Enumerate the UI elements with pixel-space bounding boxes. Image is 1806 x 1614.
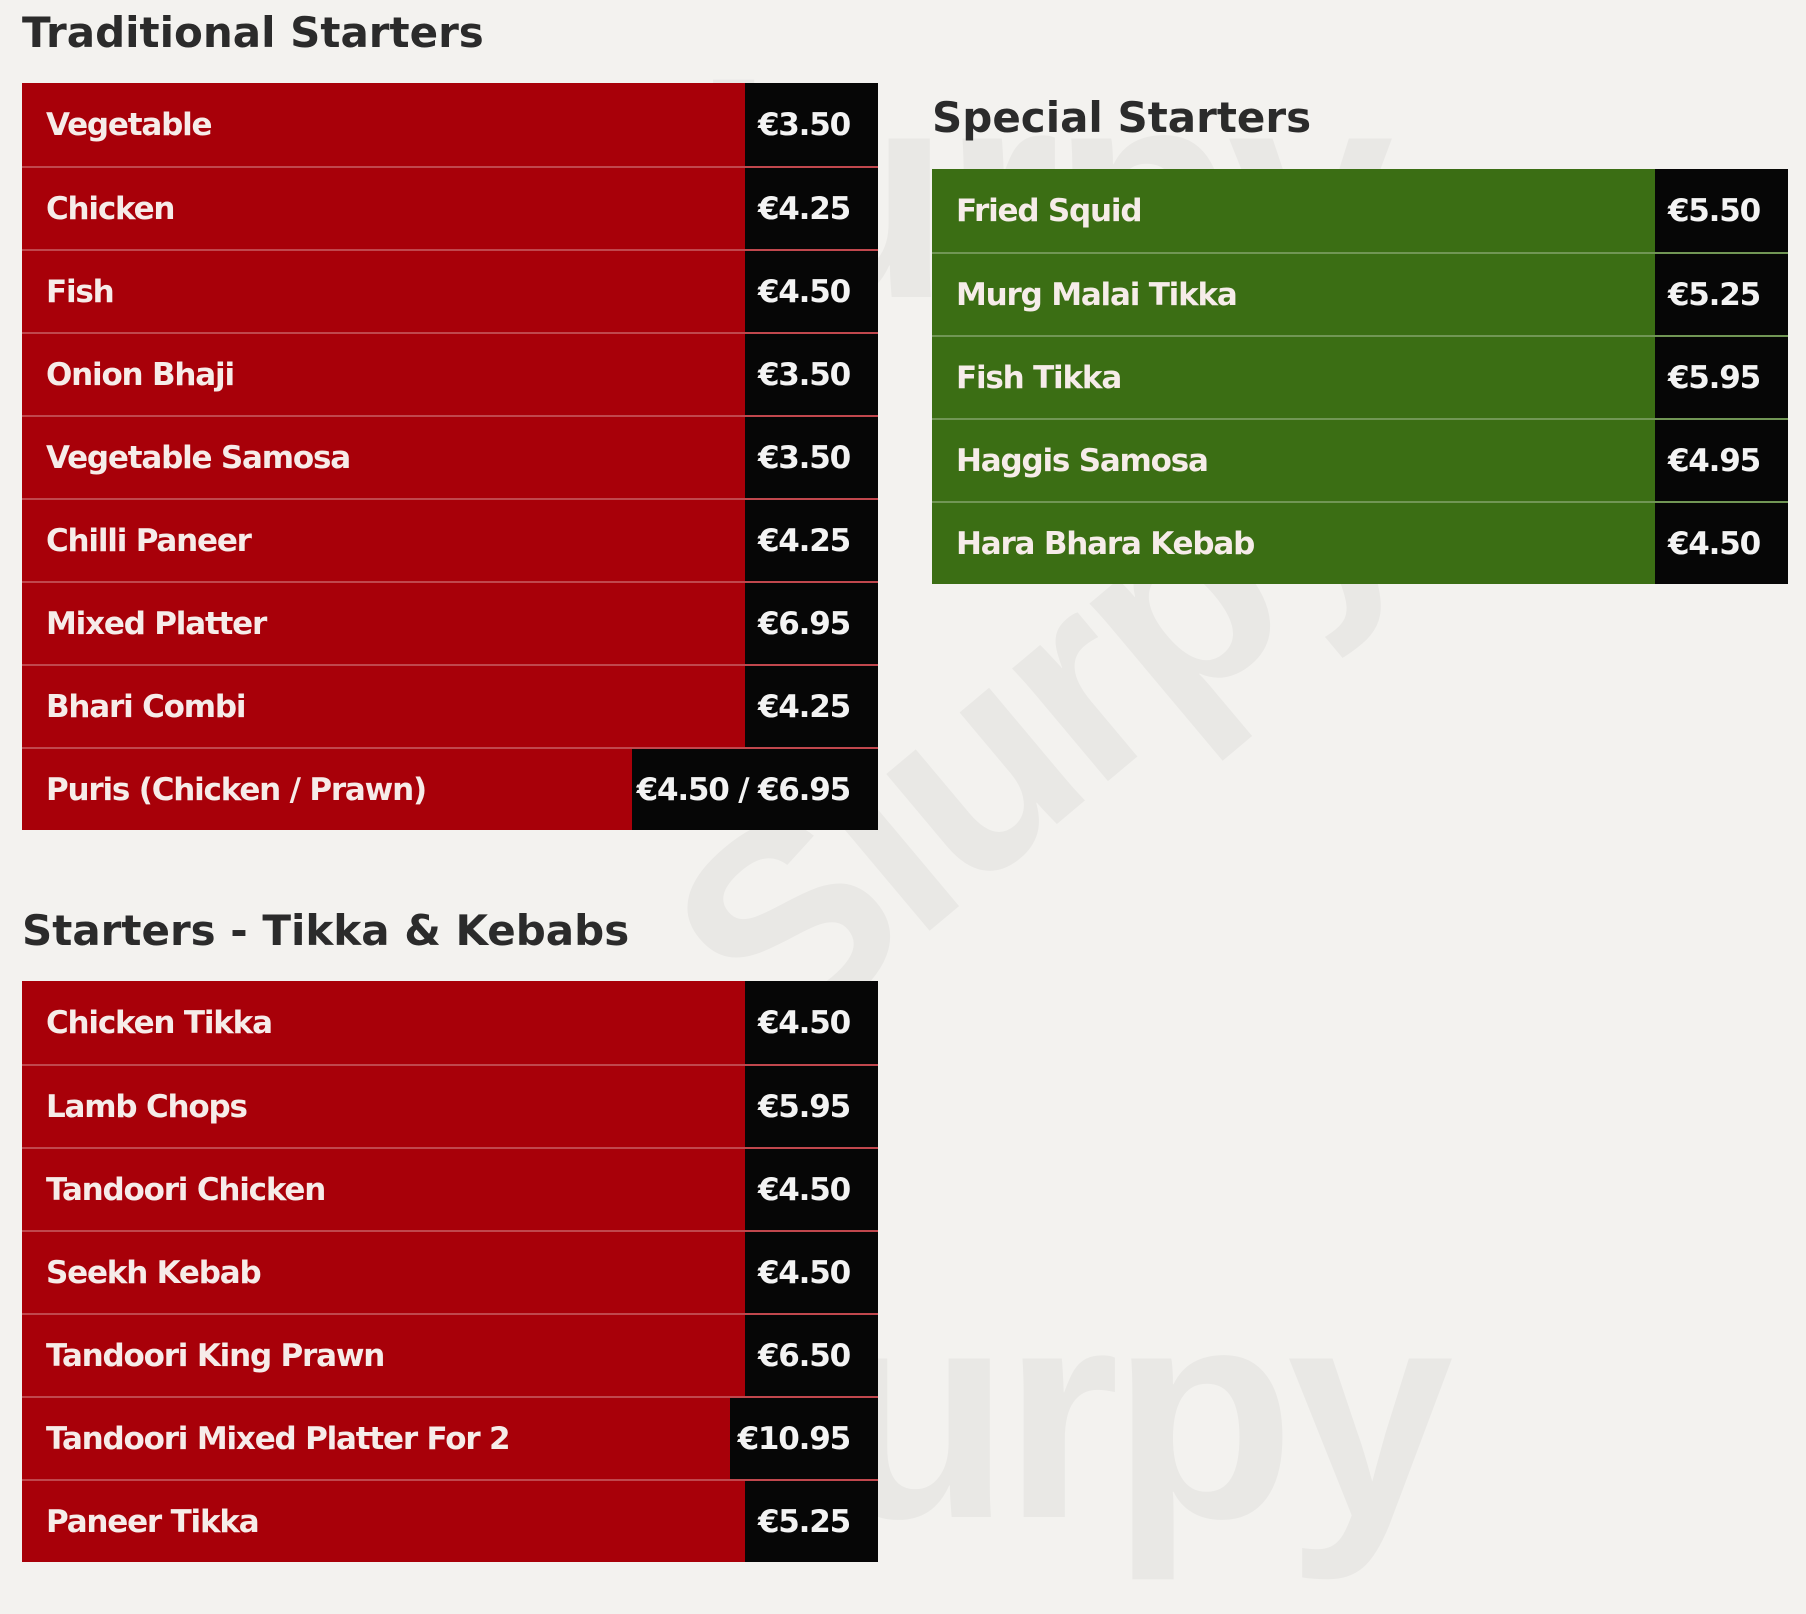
item-name: Seekh Kebab <box>46 1254 262 1291</box>
item-name: Chilli Paneer <box>46 522 252 559</box>
item-name: Lamb Chops <box>46 1088 248 1125</box>
traditional-starters-section: Traditional Starters <box>22 12 484 54</box>
item-price: €5.25 <box>745 1481 878 1562</box>
item-price: €4.25 <box>745 666 878 747</box>
item-name: Puris (Chicken / Prawn) <box>46 771 427 808</box>
tikka-kebabs-table: Chicken Tikka €4.50 Lamb Chops €5.95 Tan… <box>22 981 878 1562</box>
item-price: €5.95 <box>1655 337 1788 418</box>
section-title: Starters - Tikka & Kebabs <box>22 906 630 955</box>
item-price: €4.50 / €6.95 <box>632 749 878 830</box>
menu-row: Seekh Kebab €4.50 <box>22 1230 878 1313</box>
menu-row: Tandoori King Prawn €6.50 <box>22 1313 878 1396</box>
menu-row: Tandoori Chicken €4.50 <box>22 1147 878 1230</box>
item-price: €5.95 <box>745 1066 878 1147</box>
tikka-kebabs-section: Starters - Tikka & Kebabs <box>22 910 629 952</box>
menu-row: Murg Malai Tikka €5.25 <box>932 252 1788 335</box>
menu-row: Mixed Platter €6.95 <box>22 581 878 664</box>
item-price: €5.50 <box>1655 169 1788 252</box>
menu-row: Chicken €4.25 <box>22 166 878 249</box>
menu-row: Onion Bhaji €3.50 <box>22 332 878 415</box>
item-price: €6.50 <box>745 1315 878 1396</box>
item-price: €4.50 <box>745 1232 878 1313</box>
item-price: €4.95 <box>1655 420 1788 501</box>
menu-row: Bhari Combi €4.25 <box>22 664 878 747</box>
menu-row: Tandoori Mixed Platter For 2 €10.95 <box>22 1396 878 1479</box>
item-price: €3.50 <box>745 334 878 415</box>
item-name: Bhari Combi <box>46 688 246 725</box>
special-starters-table: Fried Squid €5.50 Murg Malai Tikka €5.25… <box>932 169 1788 584</box>
section-title: Special Starters <box>932 93 1312 142</box>
item-name: Tandoori Mixed Platter For 2 <box>46 1420 511 1457</box>
item-price: €10.95 <box>730 1398 878 1479</box>
item-name: Hara Bhara Kebab <box>956 525 1255 562</box>
item-name: Vegetable Samosa <box>46 439 351 476</box>
menu-row: Puris (Chicken / Prawn) €4.50 / €6.95 <box>22 747 878 830</box>
menu-row: Lamb Chops €5.95 <box>22 1064 878 1147</box>
menu-row: Chicken Tikka €4.50 <box>22 981 878 1064</box>
item-name: Fried Squid <box>956 192 1143 229</box>
item-name: Mixed Platter <box>46 605 267 642</box>
menu-row: Fried Squid €5.50 <box>932 169 1788 252</box>
item-price: €3.50 <box>745 417 878 498</box>
item-name: Fish Tikka <box>956 359 1122 396</box>
item-name: Chicken <box>46 190 176 227</box>
item-price: €4.50 <box>1655 503 1788 584</box>
item-price: €5.25 <box>1655 254 1788 335</box>
item-price: €4.25 <box>745 500 878 581</box>
item-price: €4.50 <box>745 251 878 332</box>
menu-row: Hara Bhara Kebab €4.50 <box>932 501 1788 584</box>
item-price: €3.50 <box>745 83 878 166</box>
item-price: €4.25 <box>745 168 878 249</box>
special-starters-section: Special Starters <box>932 97 1311 139</box>
section-title: Traditional Starters <box>22 8 484 57</box>
menu-row: Vegetable €3.50 <box>22 83 878 166</box>
menu-row: Fish Tikka €5.95 <box>932 335 1788 418</box>
item-name: Tandoori King Prawn <box>46 1337 385 1374</box>
item-name: Haggis Samosa <box>956 442 1209 479</box>
item-name: Paneer Tikka <box>46 1503 260 1540</box>
item-name: Tandoori Chicken <box>46 1171 326 1208</box>
item-name: Murg Malai Tikka <box>956 276 1238 313</box>
menu-row: Fish €4.50 <box>22 249 878 332</box>
menu-row: Haggis Samosa €4.95 <box>932 418 1788 501</box>
item-price: €4.50 <box>745 981 878 1064</box>
item-price: €4.50 <box>745 1149 878 1230</box>
traditional-starters-table: Vegetable €3.50 Chicken €4.25 Fish €4.50… <box>22 83 878 830</box>
item-name: Chicken Tikka <box>46 1004 273 1041</box>
menu-row: Paneer Tikka €5.25 <box>22 1479 878 1562</box>
menu-row: Vegetable Samosa €3.50 <box>22 415 878 498</box>
item-price: €6.95 <box>745 583 878 664</box>
item-name: Vegetable <box>46 106 213 143</box>
menu-row: Chilli Paneer €4.25 <box>22 498 878 581</box>
item-name: Fish <box>46 273 115 310</box>
item-name: Onion Bhaji <box>46 356 235 393</box>
